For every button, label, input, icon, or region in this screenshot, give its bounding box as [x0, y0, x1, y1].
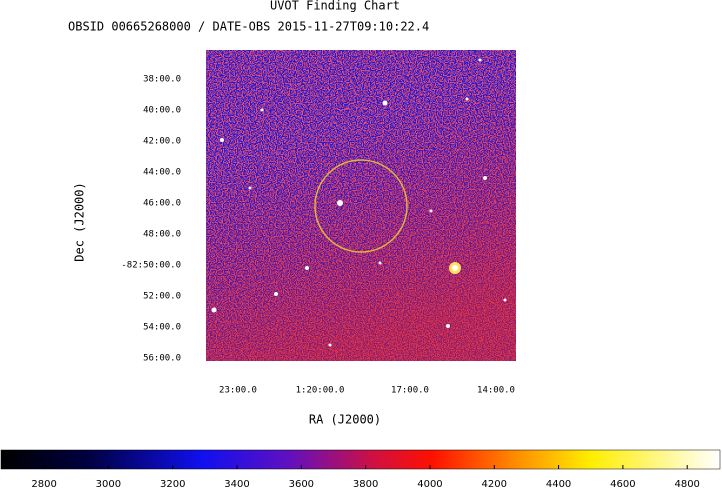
x-tick-label: 14:00.0	[477, 386, 515, 396]
colorbar-tick-label: 4000	[417, 479, 442, 489]
colorbar-tick-label: 3800	[353, 479, 378, 489]
y-tick-label: -82:50:00.0	[121, 261, 181, 271]
x-axis-label: RA (J2000)	[309, 413, 381, 427]
y-tick-label: 42:00.0	[143, 137, 181, 147]
y-axis-label: Dec (J2000)	[73, 182, 87, 261]
colorbar-tick-label: 2800	[31, 479, 56, 489]
y-tick-label: 38:00.0	[143, 75, 181, 85]
colorbar-tick-label: 4800	[674, 479, 699, 489]
y-tick-label: 52:00.0	[143, 292, 181, 302]
colorbar-tick-label: 3200	[160, 479, 185, 489]
chart-title: UVOT Finding Chart	[270, 0, 400, 13]
colorbar-tick-label: 3600	[289, 479, 314, 489]
y-tick-label: 48:00.0	[143, 230, 181, 240]
y-tick-label: 54:00.0	[143, 323, 181, 333]
x-tick-label: 23:00.0	[219, 386, 257, 396]
chart-subtitle: OBSID 00665268000 / DATE-OBS 2015-11-27T…	[68, 20, 429, 34]
colorbar-tick-label: 3400	[224, 479, 249, 489]
colorbar-tick-label: 4400	[546, 479, 571, 489]
sky-image	[206, 50, 516, 361]
target-circle	[314, 159, 408, 253]
y-tick-label: 44:00.0	[143, 168, 181, 178]
y-tick-label: 46:00.0	[143, 199, 181, 209]
y-tick-label: 40:00.0	[143, 106, 181, 116]
x-tick-label: 1:20:00.0	[296, 386, 345, 396]
colorbar	[0, 449, 721, 470]
colorbar-tick-label: 3000	[96, 479, 121, 489]
y-tick-label: 56:00.0	[143, 354, 181, 364]
colorbar-tick-label: 4200	[482, 479, 507, 489]
colorbar-tick-label: 4600	[610, 479, 635, 489]
x-tick-label: 17:00.0	[391, 386, 429, 396]
